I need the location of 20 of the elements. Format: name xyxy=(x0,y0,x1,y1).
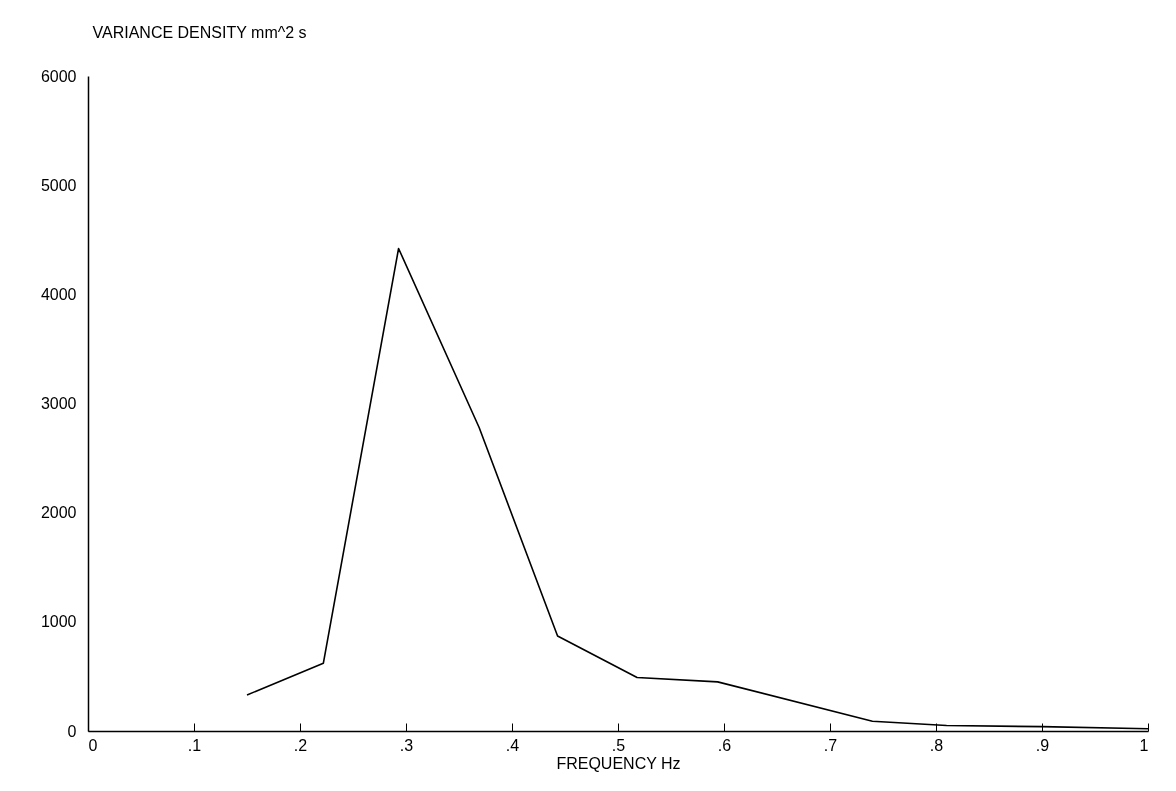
y-tick-label: 4000 xyxy=(40,285,77,303)
x-tick-label: .3 xyxy=(399,736,414,754)
x-axis-title: FREQUENCY Hz xyxy=(556,754,681,772)
x-tick-label: .4 xyxy=(505,736,520,754)
x-tick-label: .5 xyxy=(611,736,626,754)
y-tick-label: 3000 xyxy=(40,395,77,412)
x-tick-label: .2 xyxy=(293,736,308,754)
x-tick-label: .6 xyxy=(717,736,732,754)
y-tick-label: 5000 xyxy=(40,176,77,194)
x-tick-label: .9 xyxy=(1035,736,1050,754)
x-tick-label: .8 xyxy=(929,736,944,754)
y-tick-label: 1000 xyxy=(40,613,77,631)
x-tick-label: .7 xyxy=(823,736,838,754)
x-tick-label: 0 xyxy=(88,736,98,754)
x-tick-label: .1 xyxy=(187,736,202,754)
y-tick-label: 2000 xyxy=(40,504,77,522)
y-axis-title: VARIANCE DENSITY mm^2 s xyxy=(92,23,307,41)
y-tick-label: 0 xyxy=(67,722,77,740)
y-tick-label: 6000 xyxy=(40,67,77,85)
x-tick-label: 1 xyxy=(1139,736,1149,754)
